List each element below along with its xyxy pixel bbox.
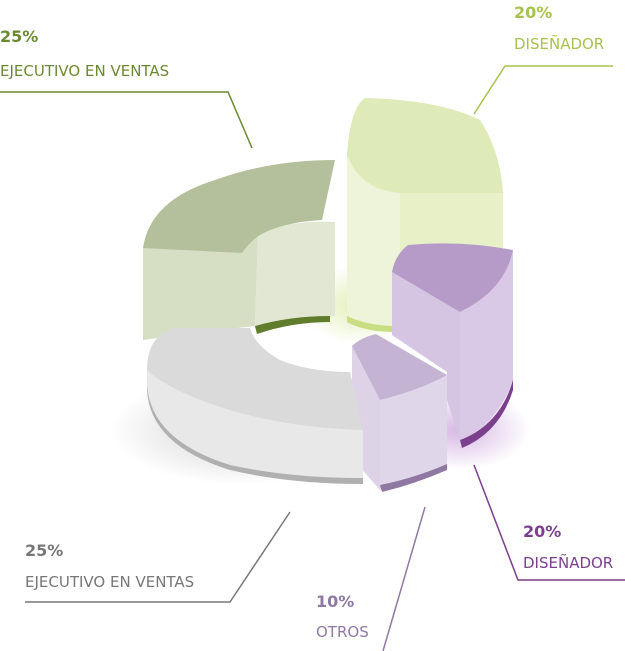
leader-line xyxy=(473,464,625,581)
callout-label: EJECUTIVO EN VENTAS xyxy=(25,573,194,591)
leader-line xyxy=(25,511,291,603)
callout-disenador-lightgreen: 20% DISEÑADOR xyxy=(473,3,613,115)
callout-percent: 25% xyxy=(0,27,38,46)
leader-line xyxy=(0,91,253,149)
leader-line xyxy=(473,65,613,115)
callout-percent: 10% xyxy=(316,592,354,611)
leader-line xyxy=(382,506,426,651)
callout-label: OTROS xyxy=(316,623,369,641)
slice-disenador-purple xyxy=(392,243,513,448)
callout-label: DISEÑADOR xyxy=(523,553,613,572)
callout-percent: 20% xyxy=(523,522,561,541)
callout-percent: 25% xyxy=(25,541,63,560)
callout-disenador-purple: 20% DISEÑADOR xyxy=(473,464,625,581)
slice-ejecutivo-ventas-grey xyxy=(147,328,363,484)
slice-ejecutivo-ventas-green xyxy=(143,160,335,340)
callout-percent: 20% xyxy=(514,3,552,22)
callout-label: DISEÑADOR xyxy=(514,34,604,53)
callout-label: EJECUTIVO EN VENTAS xyxy=(0,62,169,80)
callout-otros: 10% OTROS xyxy=(316,506,426,651)
callout-ejecutivo-ventas-green: 25% EJECUTIVO EN VENTAS xyxy=(0,27,253,149)
callout-ejecutivo-ventas-grey: 25% EJECUTIVO EN VENTAS xyxy=(25,511,291,603)
